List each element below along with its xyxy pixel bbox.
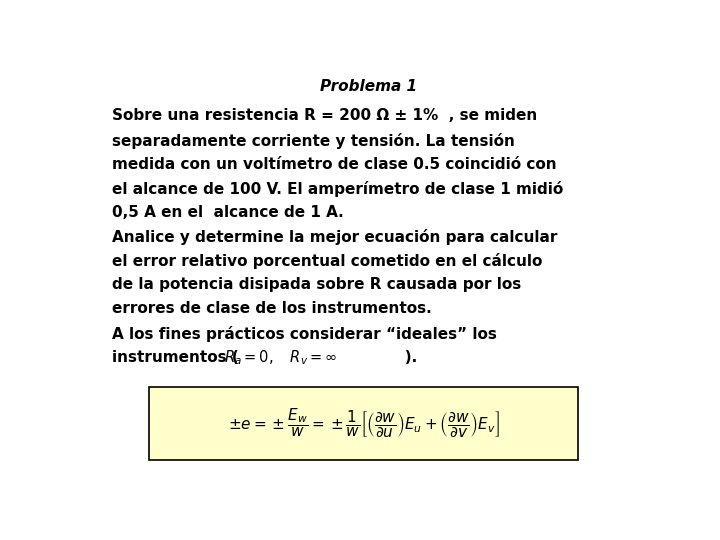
Text: 0,5 A en el  alcance de 1 A.: 0,5 A en el alcance de 1 A. xyxy=(112,205,344,220)
FancyBboxPatch shape xyxy=(148,387,578,460)
Text: ).: ). xyxy=(389,349,417,364)
Text: errores de clase de los instrumentos.: errores de clase de los instrumentos. xyxy=(112,301,432,316)
Text: $\pm e = \pm \dfrac{E_w}{w} = \pm \dfrac{1}{w} \left[ \left(\dfrac{\partial w}{\: $\pm e = \pm \dfrac{E_w}{w} = \pm \dfrac… xyxy=(228,407,499,440)
Text: Sobre una resistencia R = 200 Ω ± 1%  , se miden: Sobre una resistencia R = 200 Ω ± 1% , s… xyxy=(112,109,538,124)
Text: de la potencia disipada sobre R causada por los: de la potencia disipada sobre R causada … xyxy=(112,277,521,292)
Text: Problema 1: Problema 1 xyxy=(320,79,418,94)
Text: separadamente corriente y tensión. La tensión: separadamente corriente y tensión. La te… xyxy=(112,133,516,149)
Text: el alcance de 100 V. El amperímetro de clase 1 midió: el alcance de 100 V. El amperímetro de c… xyxy=(112,181,564,197)
Text: el error relativo porcentual cometido en el cálculo: el error relativo porcentual cometido en… xyxy=(112,253,543,269)
Text: instrumentos (: instrumentos ( xyxy=(112,349,244,364)
Text: medida con un voltímetro de clase 0.5 coincidió con: medida con un voltímetro de clase 0.5 co… xyxy=(112,157,557,172)
Text: Analice y determine la mejor ecuación para calcular: Analice y determine la mejor ecuación pa… xyxy=(112,229,558,245)
Text: A los fines prácticos considerar “ideales” los: A los fines prácticos considerar “ideale… xyxy=(112,326,498,341)
Text: $R_a = 0, \quad R_v = \infty$: $R_a = 0, \quad R_v = \infty$ xyxy=(224,349,337,368)
